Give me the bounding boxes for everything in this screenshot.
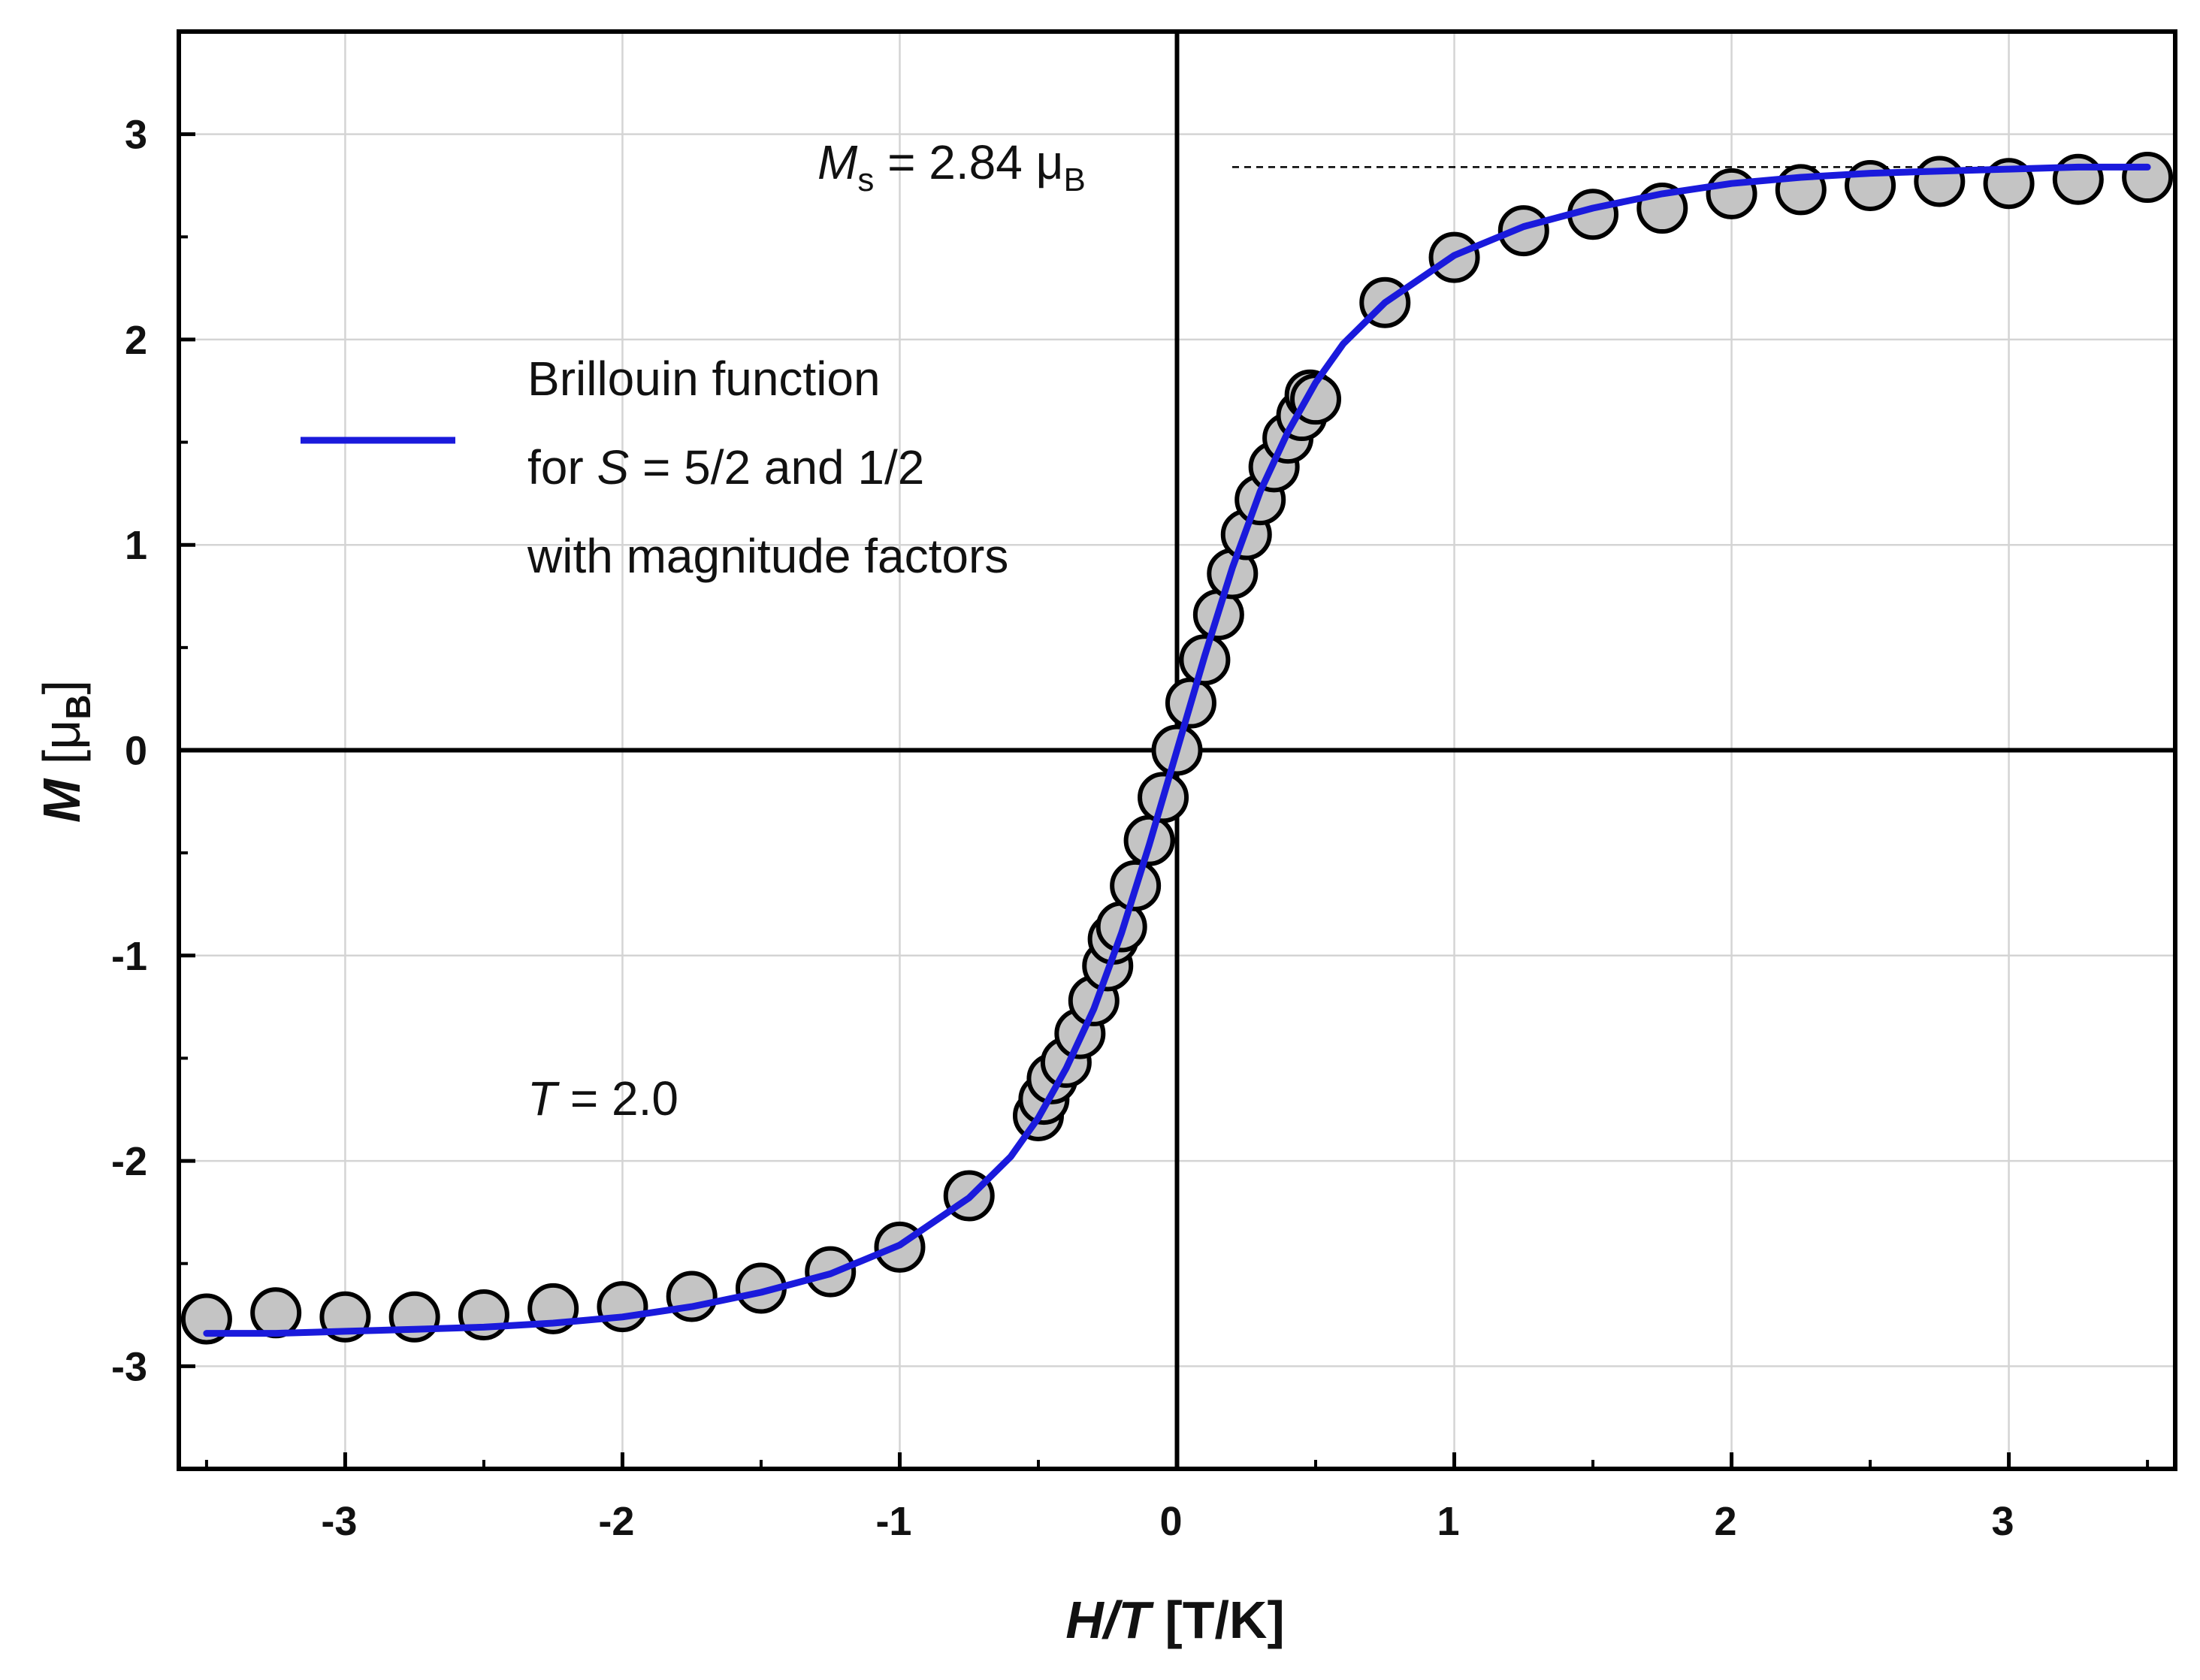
x-tick-label: 1 (1437, 1499, 1460, 1544)
y-tick-label: -2 (111, 1139, 147, 1184)
data-point (597, 1281, 648, 1333)
legend-line-3: with magnitude factors (527, 529, 1008, 583)
data-point (388, 1291, 440, 1343)
saturation-annotation: Ms = 2.84 μB (817, 135, 1086, 198)
y-tick-label: 1 (125, 523, 147, 568)
data-point (1845, 159, 1896, 211)
data-point (2052, 153, 2104, 205)
x-tick-label: -1 (875, 1499, 911, 1544)
x-tick-label: 0 (1159, 1499, 1182, 1544)
x-tick-label: 2 (1715, 1499, 1737, 1544)
data-point (1914, 156, 1966, 207)
data-point (1706, 168, 1757, 219)
y-tick-label: -3 (111, 1344, 147, 1389)
data-point (1290, 373, 1342, 425)
y-tick-label: -1 (111, 934, 147, 979)
y-tick-labels: -3 -2 -1 0 1 2 3 (111, 113, 147, 1390)
y-tick-label: 2 (125, 318, 147, 363)
brillouin-fit-curve (203, 163, 2151, 1337)
data-point (2122, 152, 2174, 204)
legend: Brillouin function for S = 5/2 and 1/2 w… (301, 352, 1008, 583)
x-tick-labels: -3 -2 -1 0 1 2 3 (321, 1499, 2014, 1544)
y-tick-label: 3 (125, 113, 147, 158)
x-tick-label: -2 (598, 1499, 634, 1544)
plot-frame (177, 29, 2177, 1471)
y-tick-label: 0 (125, 729, 147, 774)
legend-line-1: Brillouin function (527, 352, 881, 406)
data-point (1497, 205, 1549, 257)
data-point (458, 1289, 509, 1341)
data-point (250, 1287, 302, 1339)
x-tick-label: -3 (321, 1499, 357, 1544)
legend-line-2: for S = 5/2 and 1/2 (527, 440, 924, 494)
temperature-annotation: T = 2.0 (527, 1071, 678, 1126)
y-axis-title: M [μB] (32, 680, 98, 823)
x-axis-title: H/T [T/K] (1065, 1591, 1285, 1649)
x-tick-label: 3 (1992, 1499, 2014, 1544)
data-point (666, 1271, 718, 1322)
